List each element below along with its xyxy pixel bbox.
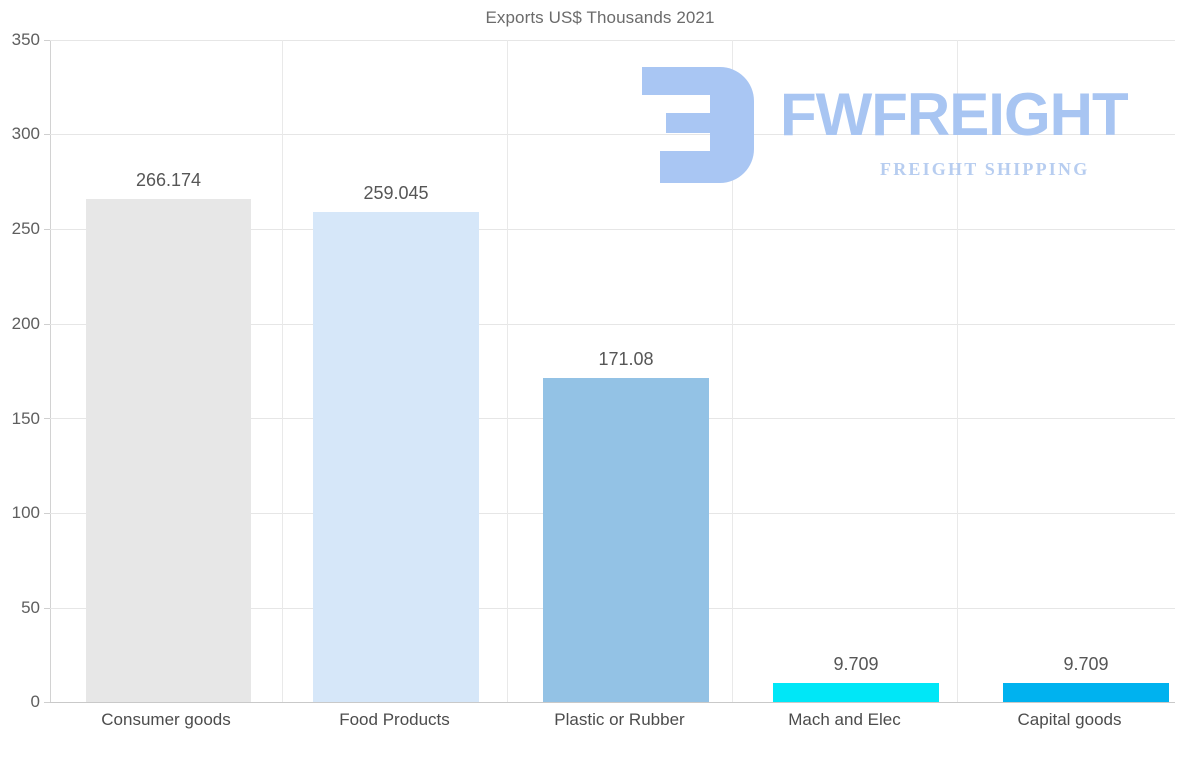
bar-value-mach-and-elec: 9.709 bbox=[833, 654, 879, 674]
y-tick-mark bbox=[44, 229, 51, 230]
x-label-food-products: Food Products bbox=[339, 710, 450, 729]
gridline-horizontal bbox=[50, 324, 1175, 325]
y-tick-label-300: 300 bbox=[11, 124, 40, 143]
y-tick-mark bbox=[44, 513, 51, 514]
plot-area: 266.174 259.045 171.08 9.709 9.709 bbox=[50, 40, 1175, 702]
x-label-plastic-or-rubber: Plastic or Rubber bbox=[554, 710, 685, 729]
bar-value-consumer-goods: 266.174 bbox=[135, 170, 202, 190]
y-tick-mark bbox=[44, 40, 51, 41]
x-label-capital-goods: Capital goods bbox=[1017, 710, 1122, 729]
y-tick-mark bbox=[44, 418, 51, 419]
bar-mach-and-elec[interactable] bbox=[773, 683, 939, 702]
y-tick-label-100: 100 bbox=[11, 503, 40, 522]
gridline-vertical bbox=[507, 40, 508, 702]
gridline-vertical bbox=[732, 40, 733, 702]
gridline-horizontal bbox=[50, 134, 1175, 135]
y-tick-label-250: 250 bbox=[11, 219, 40, 238]
bar-consumer-goods[interactable] bbox=[86, 199, 251, 702]
y-tick-label-0: 0 bbox=[30, 692, 40, 711]
gridline-vertical bbox=[957, 40, 958, 702]
gridline-horizontal bbox=[50, 40, 1175, 41]
bar-plastic-or-rubber[interactable] bbox=[543, 378, 709, 702]
bar-group-consumer-goods[interactable]: 266.174 bbox=[86, 40, 251, 702]
x-axis-line bbox=[50, 702, 1175, 703]
y-tick-mark bbox=[44, 608, 51, 609]
y-tick-mark bbox=[44, 324, 51, 325]
x-label-consumer-goods: Consumer goods bbox=[101, 710, 231, 729]
bar-group-mach-and-elec[interactable]: 9.709 bbox=[773, 40, 939, 702]
y-tick-mark bbox=[44, 134, 51, 135]
x-label-mach-and-elec: Mach and Elec bbox=[788, 710, 901, 729]
y-tick-label-350: 350 bbox=[11, 30, 40, 49]
bar-capital-goods[interactable] bbox=[1003, 683, 1169, 702]
gridline-vertical bbox=[282, 40, 283, 702]
chart-title: Exports US$ Thousands 2021 bbox=[485, 8, 715, 27]
y-tick-label-50: 50 bbox=[21, 598, 40, 617]
bar-food-products[interactable] bbox=[313, 212, 479, 702]
y-tick-label-200: 200 bbox=[11, 314, 40, 333]
y-axis-line bbox=[50, 40, 51, 702]
bar-value-food-products: 259.045 bbox=[363, 183, 429, 203]
bar-group-food-products[interactable]: 259.045 bbox=[313, 40, 479, 702]
bar-group-plastic-or-rubber[interactable]: 171.08 bbox=[543, 40, 709, 702]
y-tick-label-150: 150 bbox=[11, 409, 40, 428]
y-tick-mark bbox=[44, 702, 51, 703]
bar-value-capital-goods: 9.709 bbox=[1063, 654, 1109, 674]
bar-group-capital-goods[interactable]: 9.709 bbox=[1003, 40, 1169, 702]
gridline-horizontal bbox=[50, 229, 1175, 230]
bar-value-plastic-or-rubber: 171.08 bbox=[598, 349, 654, 369]
